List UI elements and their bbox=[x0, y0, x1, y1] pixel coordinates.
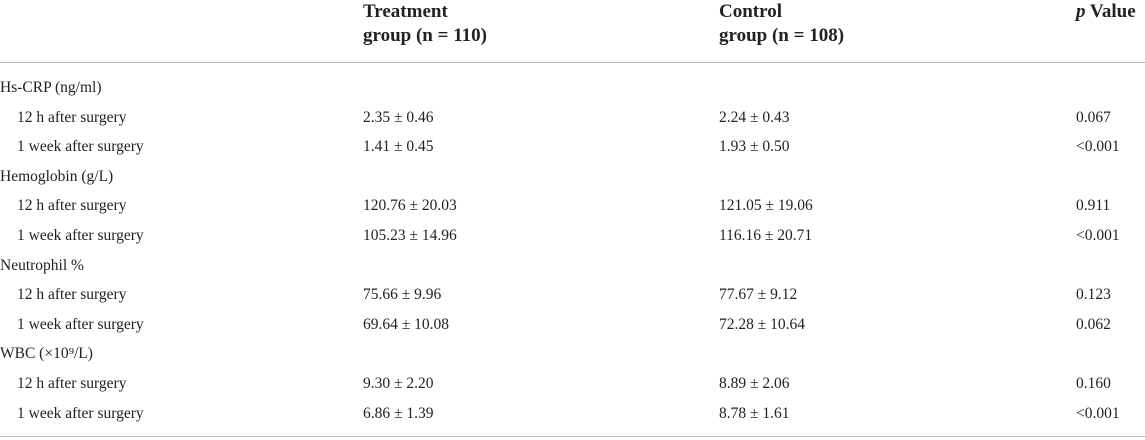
table-row: 12 h after surgery 2.35 ± 0.46 2.24 ± 0.43… bbox=[0, 103, 1145, 132]
row-timepoint-label: 12 h after surgery bbox=[17, 286, 127, 304]
table-row: 12 h after surgery 9.30 ± 2.20 8.89 ± 2.06… bbox=[0, 369, 1145, 398]
header-control-line1: Control bbox=[719, 1, 782, 22]
table-row: Neutrophil % bbox=[0, 251, 1145, 280]
table-row: 12 h after surgery 120.76 ± 20.03 121.05 ±… bbox=[0, 191, 1145, 220]
table-row: 12 h after surgery 75.66 ± 9.96 77.67 ± 9.… bbox=[0, 280, 1145, 309]
row-timepoint-label: 1 week after surgery bbox=[17, 138, 144, 156]
p-value: 0.160 bbox=[1076, 375, 1111, 392]
control-value: 2.24 ± 0.43 bbox=[719, 108, 790, 126]
table-row: 1 week after surgery 1.41 ± 0.45 1.93 ± 0.… bbox=[0, 132, 1145, 161]
table-header: Treatment group (n = 110) Control group … bbox=[0, 0, 1145, 63]
header-treatment-group: Treatment group (n = 110) bbox=[363, 0, 487, 48]
row-timepoint-label: 12 h after surgery bbox=[17, 197, 127, 215]
p-value: <0.001 bbox=[1076, 227, 1120, 244]
treatment-value: 120.76 ± 20.03 bbox=[363, 197, 457, 215]
bottom-rule bbox=[0, 436, 1145, 437]
control-value: 116.16 ± 20.71 bbox=[719, 227, 813, 244]
row-timepoint-label: 1 week after surgery bbox=[17, 315, 144, 333]
header-treatment-line1: Treatment bbox=[363, 1, 448, 22]
p-value: <0.001 bbox=[1076, 138, 1120, 156]
control-value: 121.05 ± 19.06 bbox=[719, 197, 813, 215]
table-row: Hemoglobin (g/L) bbox=[0, 162, 1145, 191]
row-group-label: Hemoglobin (g/L) bbox=[0, 167, 114, 185]
treatment-value: 9.30 ± 2.20 bbox=[363, 375, 434, 392]
table-row: 1 week after surgery 6.86 ± 1.39 8.78 ± 1.… bbox=[0, 399, 1145, 428]
treatment-value: 1.41 ± 0.45 bbox=[363, 138, 434, 156]
row-timepoint-label: 12 h after surgery bbox=[17, 108, 127, 126]
control-value: 1.93 ± 0.50 bbox=[719, 138, 790, 156]
treatment-value: 75.66 ± 9.96 bbox=[363, 286, 442, 304]
table-row: 1 week after surgery 105.23 ± 14.96 116.16… bbox=[0, 221, 1145, 250]
control-value: 8.78 ± 1.61 bbox=[719, 404, 790, 422]
row-timepoint-label: 1 week after surgery bbox=[17, 404, 144, 422]
treatment-value: 6.86 ± 1.39 bbox=[363, 404, 434, 422]
p-value: <0.001 bbox=[1076, 404, 1120, 422]
treatment-value: 2.35 ± 0.46 bbox=[363, 108, 434, 126]
table-row: Hs-CRP (ng/ml) bbox=[0, 73, 1145, 102]
header-p-rest: Value bbox=[1085, 1, 1136, 22]
row-timepoint-label: 12 h after surgery bbox=[17, 375, 127, 392]
header-treatment-line2: group (n = 110) bbox=[363, 25, 487, 46]
header-control-group: Control group (n = 108) bbox=[719, 0, 844, 48]
row-group-label: Hs-CRP (ng/ml) bbox=[0, 79, 102, 96]
control-value: 72.28 ± 10.64 bbox=[719, 315, 806, 333]
p-value: 0.123 bbox=[1076, 286, 1111, 304]
p-value: 0.911 bbox=[1076, 197, 1111, 215]
control-value: 77.67 ± 9.12 bbox=[719, 286, 798, 304]
treatment-value: 69.64 ± 10.08 bbox=[363, 315, 450, 333]
p-value: 0.062 bbox=[1076, 315, 1111, 333]
header-p-italic: p bbox=[1076, 1, 1086, 22]
row-group-label: Neutrophil % bbox=[0, 256, 84, 274]
table-row: WBC (×10⁹/L) bbox=[0, 339, 1145, 368]
header-p-value: p Value bbox=[1076, 0, 1136, 24]
row-group-label: WBC (×10⁹/L) bbox=[0, 345, 93, 363]
p-value: 0.067 bbox=[1076, 108, 1111, 126]
control-value: 8.89 ± 2.06 bbox=[719, 375, 790, 392]
header-control-line2: group (n = 108) bbox=[719, 25, 845, 46]
treatment-value: 105.23 ± 14.96 bbox=[363, 227, 457, 244]
table-row: 1 week after surgery 69.64 ± 10.08 72.28 ±… bbox=[0, 310, 1145, 339]
row-timepoint-label: 1 week after surgery bbox=[17, 227, 144, 244]
